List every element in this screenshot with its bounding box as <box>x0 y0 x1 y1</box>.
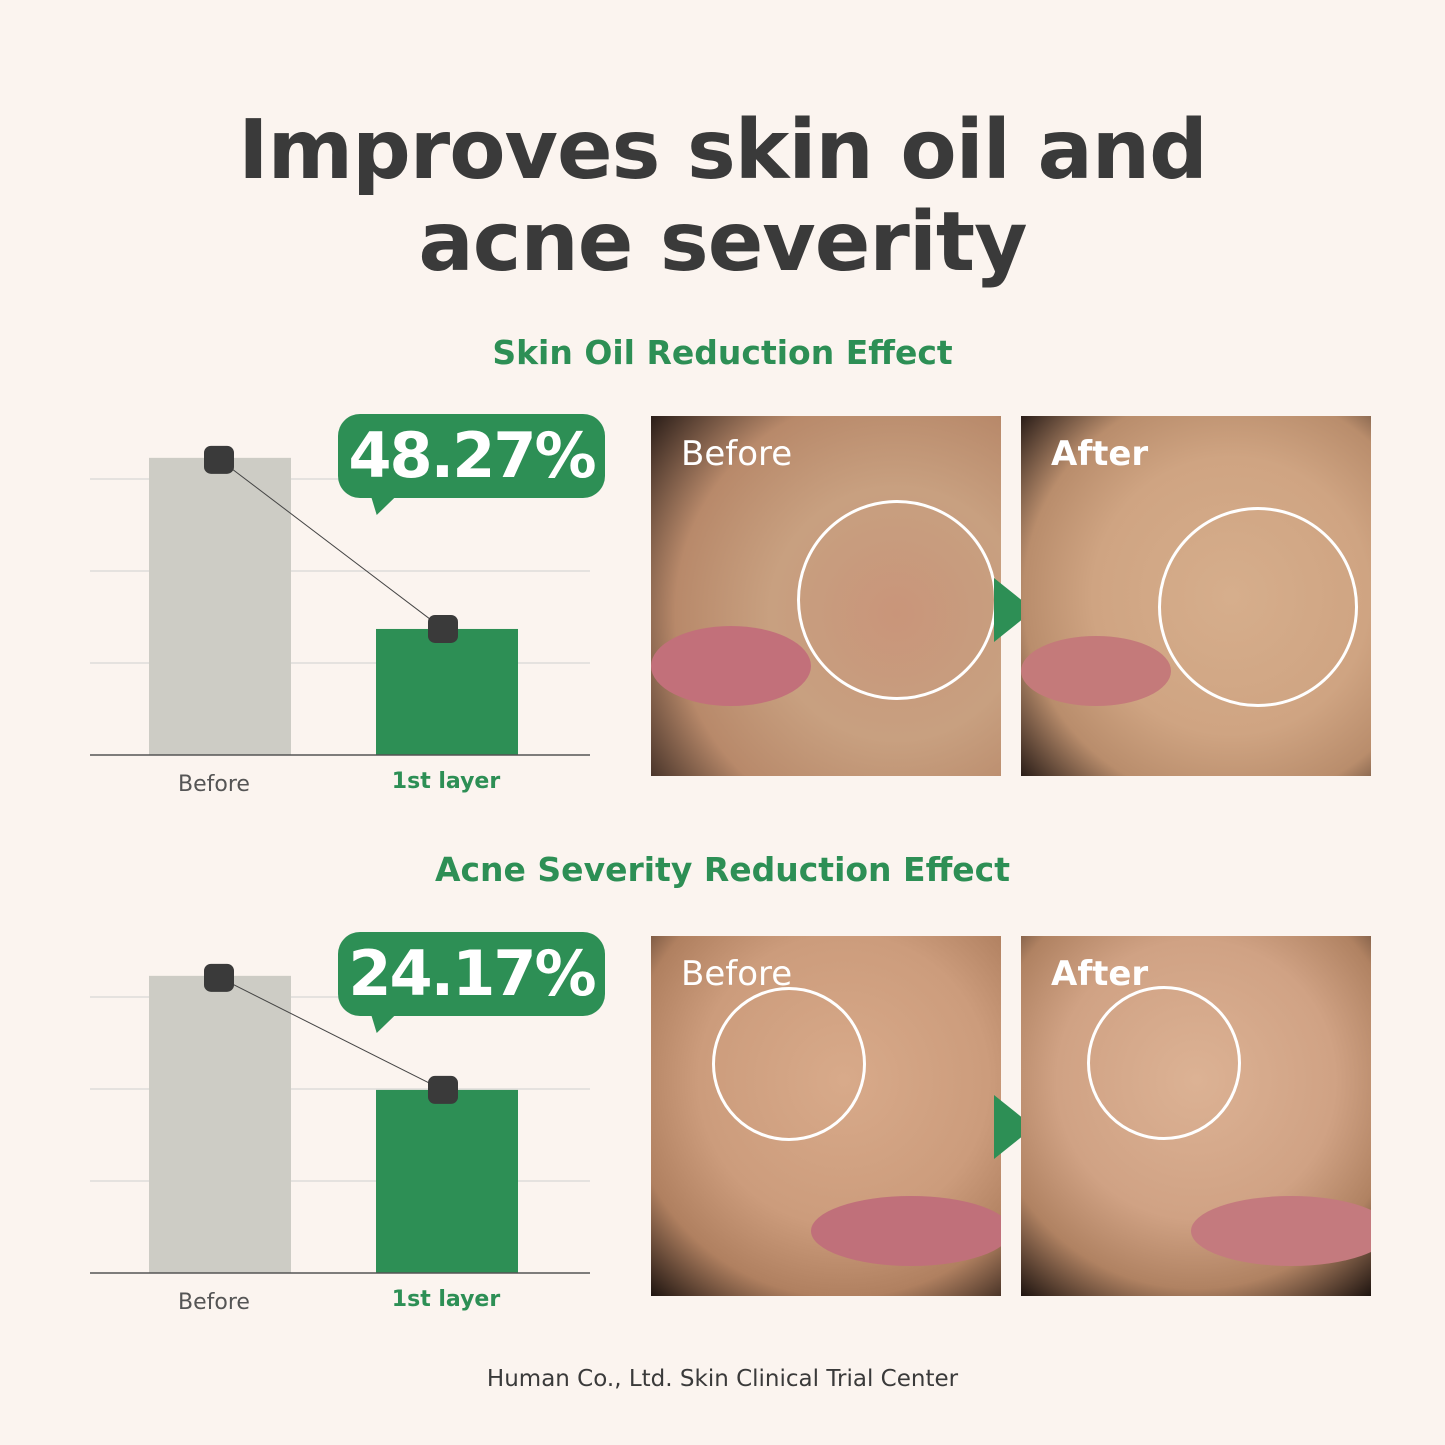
bar-before <box>149 975 291 1273</box>
highlight-circle <box>797 500 997 700</box>
data-point-marker <box>428 614 458 643</box>
acne-chart: 24.17% Before 1st layer <box>80 932 620 1342</box>
oil-after-photo: After <box>1021 416 1371 776</box>
photo-after-label: After <box>1051 434 1149 474</box>
bar-1st-layer <box>376 1089 518 1273</box>
data-point-marker <box>204 963 234 992</box>
trend-line <box>219 977 444 1091</box>
highlight-circle <box>1087 986 1241 1140</box>
lips-shape <box>1191 1196 1371 1266</box>
oil-before-photo: Before <box>651 416 1001 776</box>
x-label-1st-layer: 1st layer <box>391 769 501 794</box>
acne-before-photo: Before <box>651 936 1001 1296</box>
data-point-marker <box>428 1075 458 1104</box>
title-line-1: Improves skin oil and <box>238 103 1208 198</box>
highlight-circle <box>712 987 866 1141</box>
lips-shape <box>811 1196 1001 1266</box>
photo-before-label: Before <box>681 954 793 994</box>
page-title: Improves skin oil and acne severity <box>0 105 1445 289</box>
oil-chart-svg <box>90 445 590 756</box>
acne-percent-bubble: 24.17% <box>338 932 605 1016</box>
x-label-1st-layer: 1st layer <box>391 1287 501 1312</box>
section-title-acne: Acne Severity Reduction Effect <box>434 850 1011 889</box>
section-title-oil: Skin Oil Reduction Effect <box>492 333 953 372</box>
lips-shape <box>1021 636 1171 706</box>
data-point-marker <box>204 445 234 474</box>
title-line-2: acne severity <box>418 195 1027 290</box>
acne-chart-svg <box>90 963 590 1274</box>
bar-before <box>149 457 291 755</box>
acne-after-photo: After <box>1021 936 1371 1296</box>
trend-line <box>219 459 444 630</box>
source-footer: Human Co., Ltd. Skin Clinical Trial Cent… <box>486 1366 959 1392</box>
oil-percent-bubble: 48.27% <box>338 414 605 498</box>
photo-after-label: After <box>1051 954 1149 994</box>
x-label-before: Before <box>178 1290 250 1315</box>
oil-chart: 48.27% Before 1st layer <box>80 414 620 824</box>
photo-before-label: Before <box>681 434 793 474</box>
bar-1st-layer <box>376 628 518 755</box>
highlight-circle <box>1158 507 1358 707</box>
lips-shape <box>651 626 811 706</box>
x-label-before: Before <box>178 772 250 797</box>
